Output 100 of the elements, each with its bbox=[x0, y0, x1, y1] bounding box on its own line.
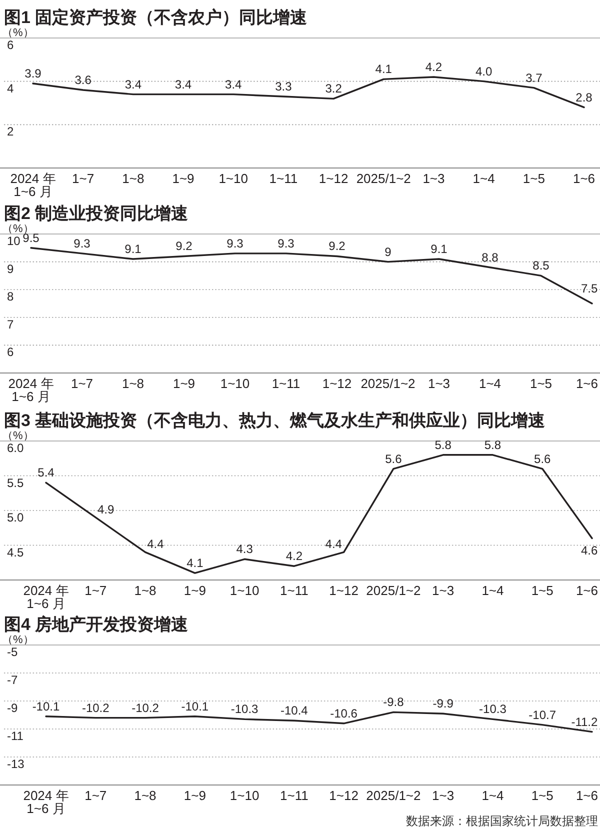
data-label: -10.2 bbox=[132, 700, 160, 715]
x-tick-label: 1~12 bbox=[318, 171, 348, 186]
x-tick-label: 1~11 bbox=[280, 788, 308, 803]
data-label: 5.6 bbox=[385, 452, 402, 466]
data-label: 4.2 bbox=[286, 549, 303, 564]
data-label: 4.6 bbox=[580, 543, 598, 558]
data-label: 4.4 bbox=[325, 537, 342, 552]
x-tick-label: 1~7 bbox=[72, 171, 94, 186]
x-tick-label: 1~6 bbox=[576, 376, 598, 391]
chart-title: 图1 固定资产投资（不含农户）同比增速 bbox=[4, 8, 308, 27]
chart-title: 图3 基础设施投资（不含电力、热力、燃气及水生产和供应业）同比增速 bbox=[4, 411, 546, 430]
y-tick-label: 6 bbox=[7, 345, 14, 360]
y-tick-label: -9 bbox=[7, 701, 18, 715]
x-tick-label: 1~4 bbox=[482, 583, 504, 598]
y-tick-label: 7 bbox=[7, 317, 14, 332]
data-label: 9 bbox=[384, 244, 392, 259]
y-tick-label: -13 bbox=[7, 757, 25, 771]
x-tick-label: 1~8 bbox=[134, 788, 156, 803]
y-axis-title: （%） bbox=[2, 430, 34, 442]
data-label: 3.4 bbox=[225, 77, 242, 92]
x-tick-label: 1~6 bbox=[576, 788, 598, 803]
y-tick-label: -11 bbox=[7, 729, 24, 743]
x-tick-label: 1~10 bbox=[230, 583, 260, 598]
x-tick-label: 1~6 bbox=[572, 171, 596, 186]
data-label: 3.2 bbox=[325, 82, 342, 96]
y-tick-label: 9 bbox=[7, 262, 14, 276]
x-tick-label: 2024 年 1~6 月 bbox=[10, 171, 56, 199]
data-label: 9.2 bbox=[176, 239, 193, 254]
y-tick-label: 5.5 bbox=[7, 476, 24, 490]
data-label: 9.3 bbox=[278, 236, 295, 250]
y-axis-title: （%） bbox=[2, 27, 34, 39]
x-tick-label: 1~11 bbox=[280, 583, 308, 598]
x-tick-label: 1~3 bbox=[432, 583, 454, 598]
chart-title: 图2 制造业投资同比增速 bbox=[4, 204, 188, 223]
chart-title: 图4 房地产开发投资增速 bbox=[4, 615, 188, 634]
x-tick-label: 1~12 bbox=[329, 788, 358, 803]
data-label: -10.1 bbox=[181, 699, 209, 714]
x-tick-label: 1~3 bbox=[422, 171, 445, 186]
data-label: 4.9 bbox=[97, 502, 115, 516]
x-tick-label: 1~4 bbox=[472, 171, 495, 186]
data-label: -10.7 bbox=[528, 708, 556, 722]
data-label: -10.2 bbox=[82, 700, 110, 715]
x-tick-label: 2025/1~2 bbox=[366, 583, 421, 598]
data-label: 5.6 bbox=[534, 452, 552, 466]
x-tick-label: 1~10 bbox=[220, 376, 250, 391]
x-tick-label: 1~5 bbox=[531, 788, 554, 803]
data-label: 8.8 bbox=[482, 250, 499, 264]
source-note: 数据来源：根据国家统计局数据整理 bbox=[406, 814, 598, 828]
data-label: -10.6 bbox=[330, 706, 358, 720]
x-tick-label: 1~7 bbox=[84, 583, 107, 598]
x-tick-label: 1~7 bbox=[70, 376, 94, 391]
data-label: 3.4 bbox=[124, 77, 142, 92]
x-tick-label: 1~5 bbox=[531, 583, 554, 598]
data-label: -10.1 bbox=[32, 699, 60, 714]
x-tick-label: 1~11 bbox=[272, 376, 300, 391]
data-label: 3.4 bbox=[174, 77, 192, 92]
data-label: -9.8 bbox=[383, 695, 404, 710]
x-tick-label: 2024 年 1~6 月 bbox=[8, 376, 54, 404]
x-tick-label: 2024 年 1~6 月 bbox=[23, 788, 69, 816]
data-label: 9.3 bbox=[226, 236, 244, 250]
data-label: 4.3 bbox=[236, 542, 254, 556]
data-label: -10.4 bbox=[280, 704, 308, 718]
data-label: 3.3 bbox=[275, 80, 292, 94]
data-label: 4.1 bbox=[375, 62, 392, 76]
x-tick-label: 1~8 bbox=[134, 583, 156, 598]
x-tick-label: 1~12 bbox=[322, 376, 352, 391]
y-tick-label: -7 bbox=[7, 673, 18, 687]
data-label: 7.5 bbox=[580, 282, 598, 296]
y-tick-label: 8 bbox=[7, 290, 14, 304]
x-tick-label: 1~7 bbox=[84, 788, 107, 803]
y-tick-label: 2 bbox=[7, 124, 14, 139]
x-tick-label: 1~9 bbox=[172, 171, 194, 186]
data-label: 9.3 bbox=[74, 236, 91, 250]
x-tick-label: 1~10 bbox=[230, 788, 260, 803]
x-tick-label: 1~9 bbox=[184, 583, 206, 598]
x-tick-label: 2024 年 1~6 月 bbox=[23, 583, 69, 611]
y-tick-label: 4 bbox=[7, 81, 14, 96]
data-label: 4.2 bbox=[425, 60, 442, 74]
data-label: 4.4 bbox=[147, 537, 164, 552]
x-tick-label: 2025/1~2 bbox=[356, 171, 411, 186]
x-tick-label: 1~9 bbox=[184, 788, 206, 803]
data-label: 5.8 bbox=[434, 438, 452, 452]
x-tick-label: 1~10 bbox=[218, 171, 248, 186]
data-label: 4.0 bbox=[475, 64, 492, 78]
data-label: -11.2 bbox=[571, 714, 598, 729]
x-tick-label: 1~11 bbox=[269, 171, 298, 186]
data-label: -10.3 bbox=[479, 702, 507, 716]
x-tick-label: 1~5 bbox=[522, 171, 545, 186]
data-label: 2.8 bbox=[576, 90, 593, 104]
y-axis-title: （%） bbox=[2, 223, 34, 235]
data-label: 5.8 bbox=[484, 438, 502, 452]
x-tick-label: 1~3 bbox=[428, 376, 450, 391]
data-label: 3.9 bbox=[24, 66, 42, 80]
y-tick-label: 5.0 bbox=[7, 510, 24, 524]
data-label: 3.6 bbox=[74, 73, 92, 87]
y-axis-title: （%） bbox=[2, 634, 34, 646]
data-label: 9.2 bbox=[328, 239, 346, 254]
data-label: -9.9 bbox=[432, 696, 454, 711]
data-label: 9.1 bbox=[430, 242, 448, 256]
x-tick-label: 1~4 bbox=[478, 376, 502, 391]
